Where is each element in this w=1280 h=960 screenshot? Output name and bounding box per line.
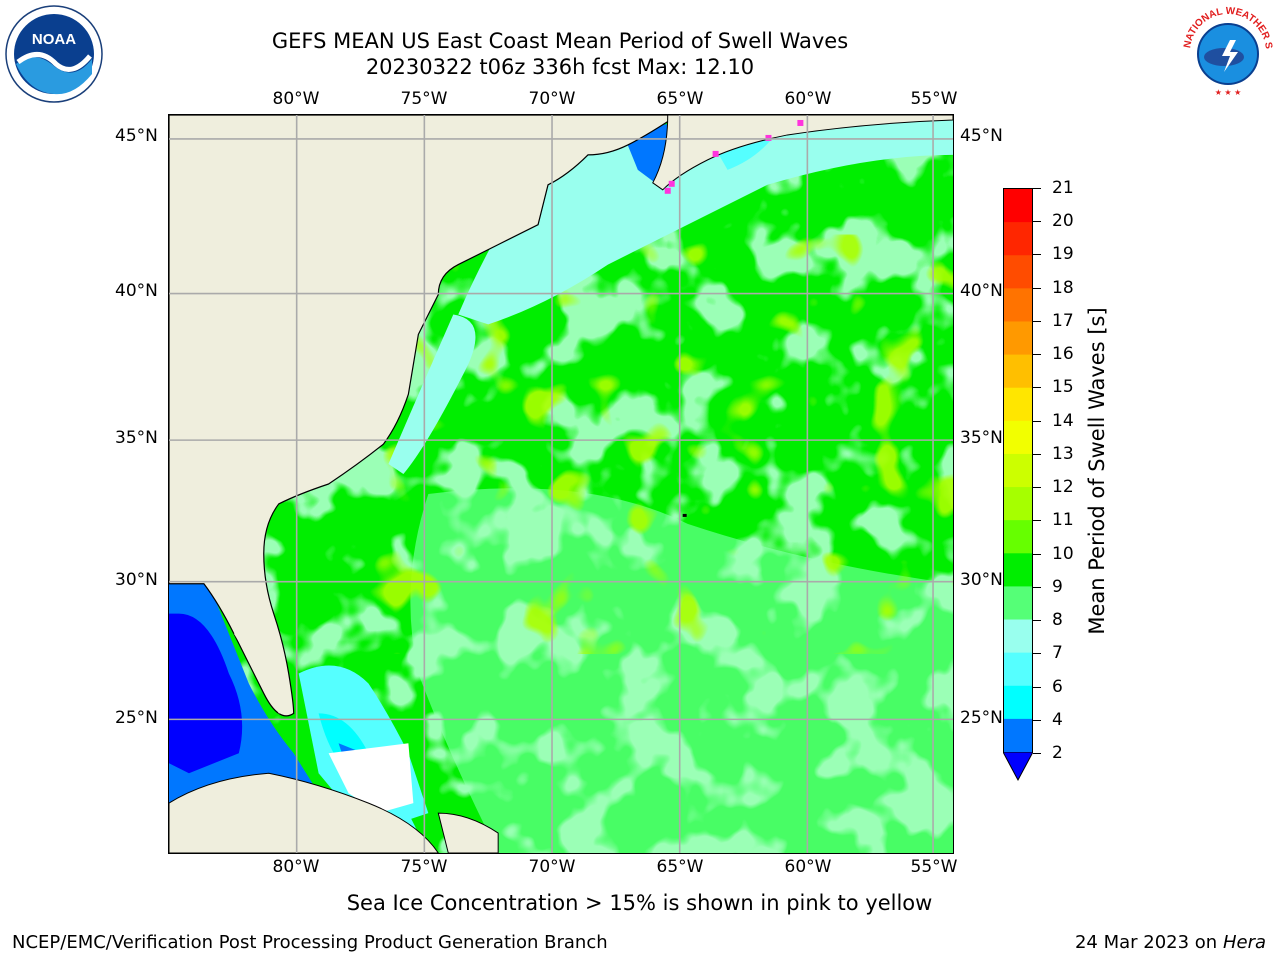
lon-label-bottom: 55°W [910,857,958,877]
noaa-logo-text: NOAA [32,31,76,48]
colorbar [1003,188,1033,753]
colorbar-tick-mark [1033,320,1041,322]
colorbar-tick-mark [1033,453,1041,455]
colorbar-tick-label: 13 [1052,443,1074,464]
sea-ice-note: Sea Ice Concentration > 15% is shown in … [346,891,933,915]
colorbar-tick-label: 20 [1052,211,1074,232]
lat-label-left: 45°N [115,126,158,146]
colorbar-tick-label: 7 [1052,643,1063,664]
colorbar-swatch [1004,685,1032,720]
colorbar-tick-mark [1033,520,1041,522]
colorbar-extend-arrow [1003,752,1033,782]
colorbar-tick-label: 2 [1052,743,1063,763]
land-cuba [169,772,439,853]
colorbar-swatch [1004,718,1032,753]
colorbar-tick-label: 4 [1052,709,1063,730]
lon-label-top: 80°W [272,89,320,109]
colorbar-tick-mark [1033,487,1041,489]
colorbar-tick-label: 19 [1052,244,1074,265]
colorbar-tick-label: 14 [1052,410,1074,431]
colorbar-tick-label: 12 [1052,477,1074,498]
svg-text:★ ★ ★: ★ ★ ★ [1215,88,1242,97]
colorbar-tick-label: 6 [1052,676,1063,697]
swell-period-map [168,114,954,854]
lon-label-bottom: 60°W [784,857,832,877]
colorbar-tick-mark [1033,686,1041,688]
chart-subtitle: 20230322 t06z 336h fcst Max: 12.10 [365,55,755,79]
lon-label-bottom: 75°W [400,857,448,877]
colorbar-tick-label: 9 [1052,576,1063,597]
colorbar-swatch [1004,586,1032,621]
lat-label-left: 25°N [115,708,158,728]
nws-logo: NATIONAL WEATHER SERVICE ★ ★ ★ [1178,2,1276,100]
footer-date-text: 24 Mar 2023 on [1074,932,1218,953]
colorbar-tick-mark [1033,653,1041,655]
colorbar-tick-mark [1033,354,1041,356]
noaa-logo: NOAA [5,5,103,103]
colorbar-tick-mark [1033,586,1041,588]
colorbar-swatch [1004,553,1032,587]
colorbar-tick-mark [1033,753,1041,754]
colorbar-tick-mark [1033,387,1041,389]
footer-credit: NCEP/EMC/Verification Post Processing Pr… [12,932,608,953]
colorbar-tick-mark [1033,254,1041,256]
colorbar-swatch [1004,487,1032,521]
chart-title: GEFS MEAN US East Coast Mean Period of S… [271,29,849,53]
colorbar-tick-mark [1033,553,1041,555]
footer-date: 24 Mar 2023 on Hera [1075,932,1266,953]
lat-label-right: 25°N [960,708,1003,728]
lon-label-top: 75°W [400,89,448,109]
lon-label-top: 55°W [910,89,958,109]
lon-label-top: 60°W [784,89,832,109]
lon-label-bottom: 80°W [272,857,320,877]
lightning-icon [1222,40,1238,72]
colorbar-swatch [1004,354,1032,389]
lat-label-right: 45°N [960,126,1003,146]
colorbar-tick-label: 11 [1052,510,1074,531]
footer-host: Hera [1222,932,1266,953]
colorbar-tick-mark [1033,221,1041,223]
colorbar-swatch [1004,420,1032,455]
lat-label-right: 35°N [960,428,1003,448]
colorbar-swatch [1004,652,1032,687]
map-graticule [169,115,953,853]
colorbar-tick-mark [1033,420,1041,422]
lat-label-right: 30°N [960,570,1003,590]
lat-label-left: 30°N [115,570,158,590]
colorbar-label: Mean Period of Swell Waves [s] [1085,307,1109,635]
colorbar-tick-mark [1033,188,1041,189]
colorbar-swatch [1004,520,1032,554]
colorbar-swatch [1004,189,1032,223]
lon-label-top: 65°W [656,89,704,109]
colorbar-tick-label: 10 [1052,543,1074,564]
colorbar-swatch [1004,619,1032,654]
colorbar-swatch [1004,255,1032,289]
colorbar-tick-label: 18 [1052,277,1074,298]
lon-label-top: 70°W [528,89,576,109]
colorbar-swatch [1004,288,1032,322]
colorbar-swatch [1004,321,1032,356]
lat-label-right: 40°N [960,281,1003,301]
lat-label-left: 35°N [115,428,158,448]
colorbar-tick-mark [1033,287,1041,289]
colorbar-tick-mark [1033,620,1041,622]
colorbar-tick-mark [1033,719,1041,721]
colorbar-swatch [1004,222,1032,256]
colorbar-tick-label: 21 [1052,178,1074,198]
lon-label-bottom: 65°W [656,857,704,877]
colorbar-tick-label: 8 [1052,610,1063,631]
lat-label-left: 40°N [115,281,158,301]
colorbar-tick-label: 17 [1052,310,1074,331]
colorbar-tick-label: 16 [1052,344,1074,365]
lon-label-bottom: 70°W [528,857,576,877]
colorbar-tick-label: 15 [1052,377,1074,398]
swell-region-7-9s-coastal [458,115,953,325]
colorbar-swatch [1004,453,1032,488]
colorbar-swatch [1004,387,1032,422]
